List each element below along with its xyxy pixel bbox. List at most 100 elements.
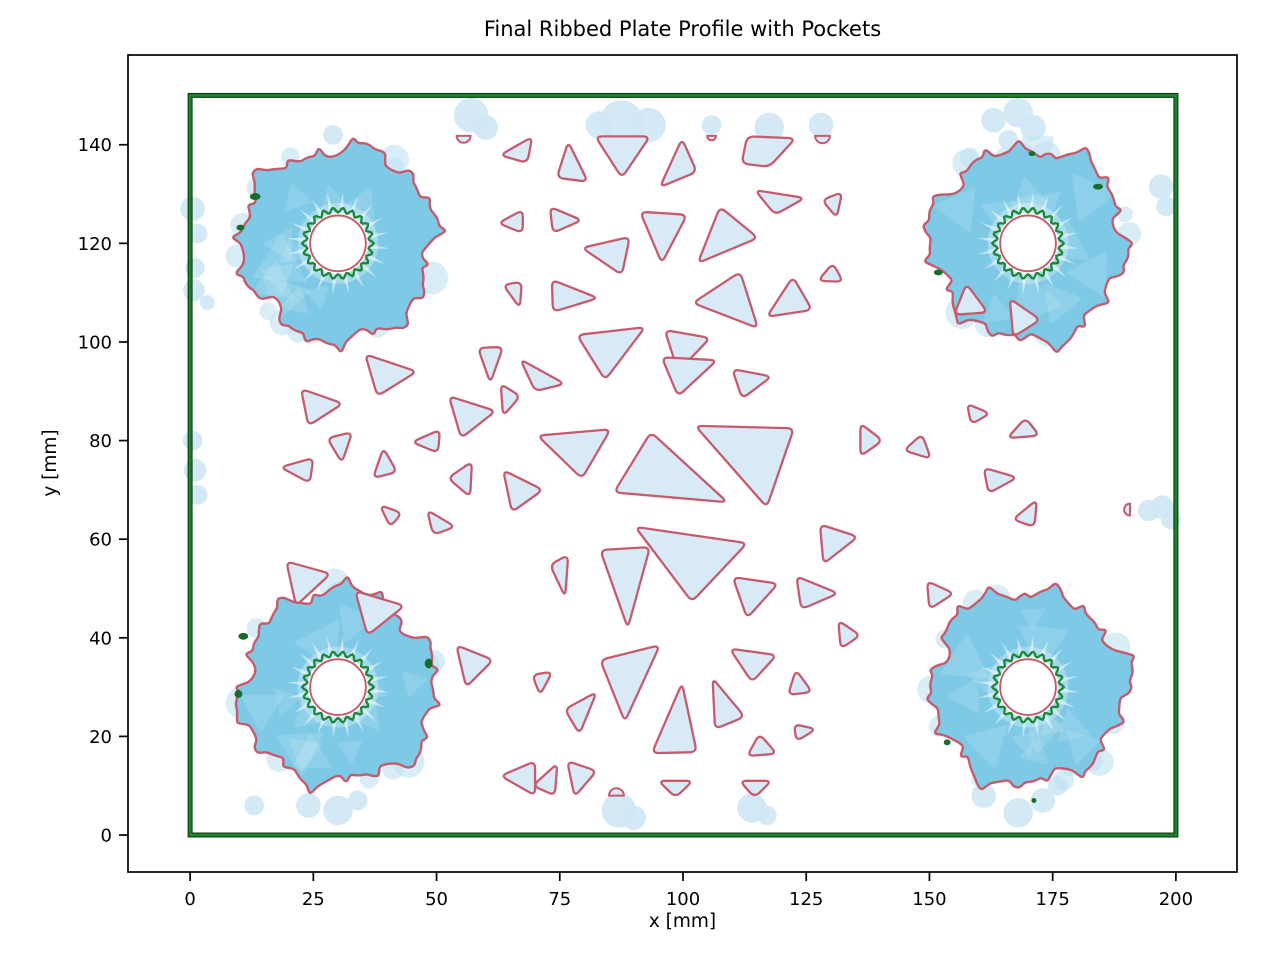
hole-green-ring xyxy=(300,206,376,280)
soft-blob xyxy=(296,793,321,818)
pocket xyxy=(660,140,696,187)
soft-blob xyxy=(621,805,647,831)
pocket xyxy=(954,285,987,316)
pocket xyxy=(768,278,811,318)
pocket xyxy=(449,396,494,437)
pocket xyxy=(796,577,837,609)
pocket xyxy=(557,143,587,183)
pocket xyxy=(365,354,415,395)
stub-pocket xyxy=(608,787,625,797)
soft-blob xyxy=(631,107,666,143)
hole-red-ring xyxy=(999,214,1057,273)
pocket xyxy=(373,450,396,478)
hole-green-ring xyxy=(300,650,376,724)
boss-facet xyxy=(280,286,309,314)
y-tick-label: 80 xyxy=(89,431,112,452)
pocket xyxy=(711,680,744,729)
bolt-hole xyxy=(307,656,369,718)
green-speck xyxy=(424,658,433,669)
soft-blob xyxy=(347,790,368,811)
pocket xyxy=(584,237,630,274)
y-tick-label: 100 xyxy=(78,332,112,353)
soft-blob xyxy=(808,112,834,138)
pocket xyxy=(286,561,329,605)
starburst-ray xyxy=(1046,648,1063,667)
plot-scene xyxy=(180,92,1181,838)
y-tick-label: 20 xyxy=(89,727,112,748)
pocket xyxy=(732,369,770,398)
x-tick-label: 0 xyxy=(184,889,195,910)
pocket xyxy=(905,435,931,459)
soft-blob xyxy=(244,795,265,816)
pocket xyxy=(521,360,563,392)
green-speck xyxy=(1031,798,1037,803)
pocket xyxy=(698,208,757,263)
boss-facet xyxy=(261,263,294,295)
boss-outline xyxy=(926,582,1135,791)
pocket xyxy=(282,458,314,482)
boss-facet xyxy=(292,734,332,769)
corner-bosses xyxy=(225,136,1142,794)
soft-blob xyxy=(473,115,499,140)
pocket xyxy=(600,645,659,720)
boss-facet xyxy=(252,233,306,282)
pocket xyxy=(731,648,775,681)
soft-blob xyxy=(701,115,722,135)
axes-spines xyxy=(127,54,1238,873)
soft-blob xyxy=(1003,798,1033,828)
boss-facet xyxy=(240,694,283,732)
boss-facet xyxy=(280,239,305,263)
pocket xyxy=(600,546,650,626)
stub-pocket xyxy=(706,134,718,142)
starburst-ray xyxy=(299,652,318,669)
hole-green-ring xyxy=(990,206,1066,280)
boss xyxy=(225,137,449,353)
boss-facet xyxy=(983,294,1013,323)
soft-blob xyxy=(183,458,207,482)
pocket xyxy=(427,511,454,535)
boss-facet xyxy=(276,732,324,776)
starburst-ray xyxy=(358,261,377,278)
pocket xyxy=(660,779,692,797)
green-speck xyxy=(249,193,261,200)
y-tick-label: 40 xyxy=(89,628,112,649)
hole-red-ring xyxy=(309,214,367,273)
starburst-ray xyxy=(356,205,373,223)
pockets xyxy=(282,134,1132,797)
pocket xyxy=(578,326,644,379)
boss-facet xyxy=(285,183,312,211)
pocket xyxy=(534,765,558,795)
x-tick-label: 175 xyxy=(1035,889,1069,910)
pocket xyxy=(756,189,803,214)
pocket xyxy=(741,135,794,168)
boss-facet xyxy=(1043,284,1082,324)
y-tick-label: 140 xyxy=(78,135,112,156)
pocket xyxy=(837,621,859,648)
starburst-ray xyxy=(993,264,1010,282)
pocket xyxy=(967,404,989,424)
pocket xyxy=(550,280,596,312)
pocket xyxy=(1009,300,1039,336)
soft-blob xyxy=(981,107,1006,133)
green-speck xyxy=(236,224,245,231)
pocket xyxy=(694,273,758,328)
soft-blob xyxy=(754,112,785,143)
y-tick-label: 0 xyxy=(101,826,112,847)
pocket xyxy=(504,281,523,306)
x-tick-label: 100 xyxy=(666,889,700,910)
starburst-ray xyxy=(989,652,1008,669)
green-speck xyxy=(943,739,951,746)
pocket xyxy=(549,207,580,233)
boss-facet xyxy=(947,677,980,714)
boss-facet xyxy=(1014,177,1046,209)
pocket xyxy=(503,471,542,511)
pocket xyxy=(539,428,610,477)
green-speck xyxy=(238,632,249,640)
boss-facet xyxy=(402,671,427,697)
pocket xyxy=(748,735,775,757)
plot-title: Final Ribbed Plate Profile with Pockets xyxy=(483,17,882,41)
green-speck xyxy=(1093,183,1103,190)
starburst-ray xyxy=(993,707,1010,726)
